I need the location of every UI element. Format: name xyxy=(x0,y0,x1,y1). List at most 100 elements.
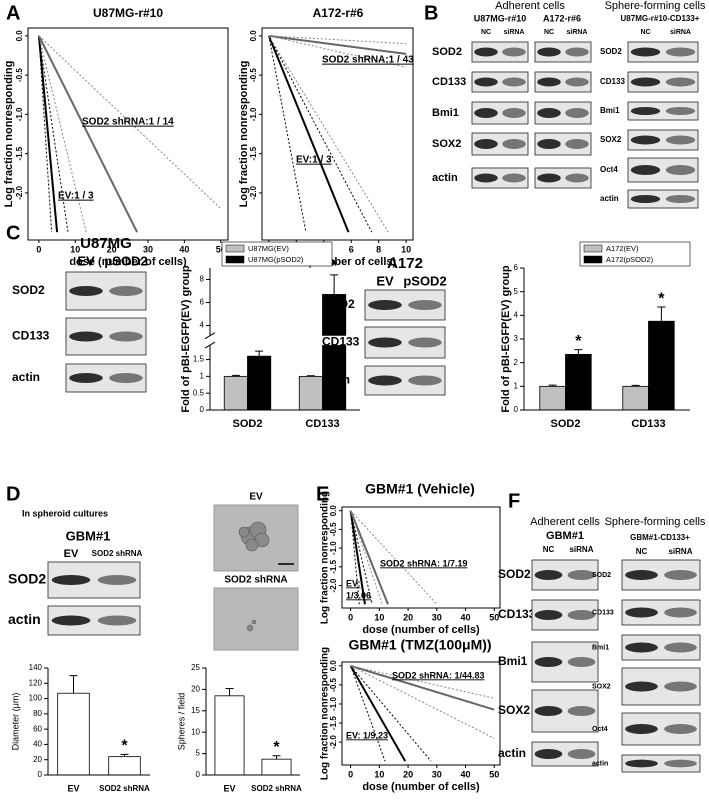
blot-band xyxy=(664,570,697,580)
blot-row-label: actin xyxy=(12,370,40,384)
blot-band xyxy=(69,331,103,342)
y-tick-label: 20 xyxy=(191,685,200,694)
blot-strip xyxy=(471,167,529,189)
axis-break xyxy=(204,335,360,346)
bar xyxy=(108,756,141,776)
dilution-line xyxy=(350,665,386,762)
y-tick-label: -0.5 xyxy=(15,68,24,82)
x-tick-label: 6 xyxy=(349,244,354,254)
y-tick-label: 1 xyxy=(200,371,205,380)
blot-header: Adherent cells xyxy=(495,0,565,12)
plot-frame xyxy=(341,661,501,766)
lane-label: EV xyxy=(376,273,394,288)
bar xyxy=(57,692,90,776)
legend-label: A172(pSOD2) xyxy=(606,255,654,264)
x-tick-label: 8 xyxy=(376,244,381,254)
cell xyxy=(246,624,254,632)
blot-band xyxy=(665,77,696,87)
blot-row-label: Oct4 xyxy=(592,726,608,733)
x-tick-label: 0 xyxy=(36,244,41,254)
dilution-line xyxy=(268,35,373,233)
x-tick-label: 30 xyxy=(432,769,442,779)
blot-band xyxy=(625,724,658,734)
lane-label: NC xyxy=(636,547,648,556)
bar xyxy=(565,353,592,411)
y-tick-label: 5 xyxy=(514,287,519,296)
error-bar xyxy=(657,306,666,322)
y-tick-label: 6 xyxy=(200,298,205,307)
y-tick-label: 0.5 xyxy=(193,388,205,397)
x-tick-label: 50 xyxy=(489,769,499,779)
blot-band xyxy=(625,642,658,653)
y-tick-label: -0.5 xyxy=(329,677,338,691)
y-tick-label: -1.5 xyxy=(249,146,258,160)
y-tick-label: 0 xyxy=(514,405,519,414)
blot-band xyxy=(408,375,442,386)
blot-band xyxy=(97,575,137,585)
dilution-line xyxy=(38,35,138,233)
blot-band xyxy=(630,47,661,57)
dilution-line xyxy=(268,35,307,233)
x-tick-label: CD133 xyxy=(631,418,665,430)
blot-band xyxy=(665,194,696,204)
x-tick-label: EV xyxy=(223,783,235,793)
y-tick-label: 120 xyxy=(29,678,43,687)
x-tick-label: 20 xyxy=(403,612,413,622)
blot-band xyxy=(69,286,103,296)
blot-band xyxy=(502,173,526,183)
blot-band xyxy=(368,300,402,310)
y-tick-label: 0.0 xyxy=(329,505,338,517)
blot-band xyxy=(537,108,561,118)
blot-strip xyxy=(471,41,529,63)
y-tick-label: -2.0 xyxy=(249,185,258,199)
x-tick-label: 40 xyxy=(179,244,189,254)
blot-header: Sphere-forming cells xyxy=(605,516,706,528)
blot-strip xyxy=(627,71,699,93)
blot-band xyxy=(565,173,589,183)
blot-row-label: actin xyxy=(600,194,619,203)
bar xyxy=(539,385,566,411)
dilution-line xyxy=(349,665,407,762)
dilution-line xyxy=(349,510,366,605)
blot-title: U87MG-r#10-CD133+ xyxy=(621,14,700,23)
y-tick-label: -1.0 xyxy=(15,107,24,121)
lane-label: pSOD2 xyxy=(104,253,147,268)
panel-letter: D xyxy=(6,483,20,505)
blot-row-label: SOD2 xyxy=(8,571,46,587)
y-tick-label: -2.0 xyxy=(329,578,338,592)
annotation: SOD2 shRNA: 1/44.83 xyxy=(392,670,485,680)
blot-band xyxy=(664,681,697,692)
dilution-line xyxy=(267,35,350,233)
blot-header: Adherent cells xyxy=(530,516,600,528)
blot-row-label: SOD2 xyxy=(592,572,611,579)
blot-strip xyxy=(627,189,699,209)
error-bar xyxy=(231,374,240,377)
y-tick-label: 4 xyxy=(514,310,519,319)
x-tick-label: 20 xyxy=(403,769,413,779)
blot-band xyxy=(537,173,561,183)
annotation: SOD2 shRNA: 1/7.19 xyxy=(380,558,468,568)
blot-band xyxy=(502,139,526,149)
blot-strip xyxy=(471,132,529,156)
y-tick-label: 1.5 xyxy=(193,355,205,364)
blot-row-label: SOX2 xyxy=(498,703,530,717)
image-label: EV xyxy=(249,492,263,503)
y-tick-label: 0 xyxy=(200,405,205,414)
x-tick-label: 50 xyxy=(489,612,499,622)
x-axis-label: dose (number of cells) xyxy=(362,624,480,636)
y-axis-label: Log fraction nonresponding xyxy=(238,61,250,208)
blot-strip xyxy=(471,101,529,125)
error-bar xyxy=(574,349,583,355)
blot-band xyxy=(630,194,661,204)
dilution-line xyxy=(38,35,69,233)
y-tick-label: -1.5 xyxy=(15,146,24,160)
dilution-line xyxy=(38,35,87,233)
dilution-line xyxy=(268,35,407,68)
dilution-line xyxy=(350,664,495,711)
blot-band xyxy=(408,337,442,348)
error-bar xyxy=(330,274,339,295)
dilution-line xyxy=(37,35,59,233)
blot-strip xyxy=(627,41,699,63)
y-axis-label: Log fraction nonresponding xyxy=(3,61,15,208)
blot-band xyxy=(51,575,91,585)
